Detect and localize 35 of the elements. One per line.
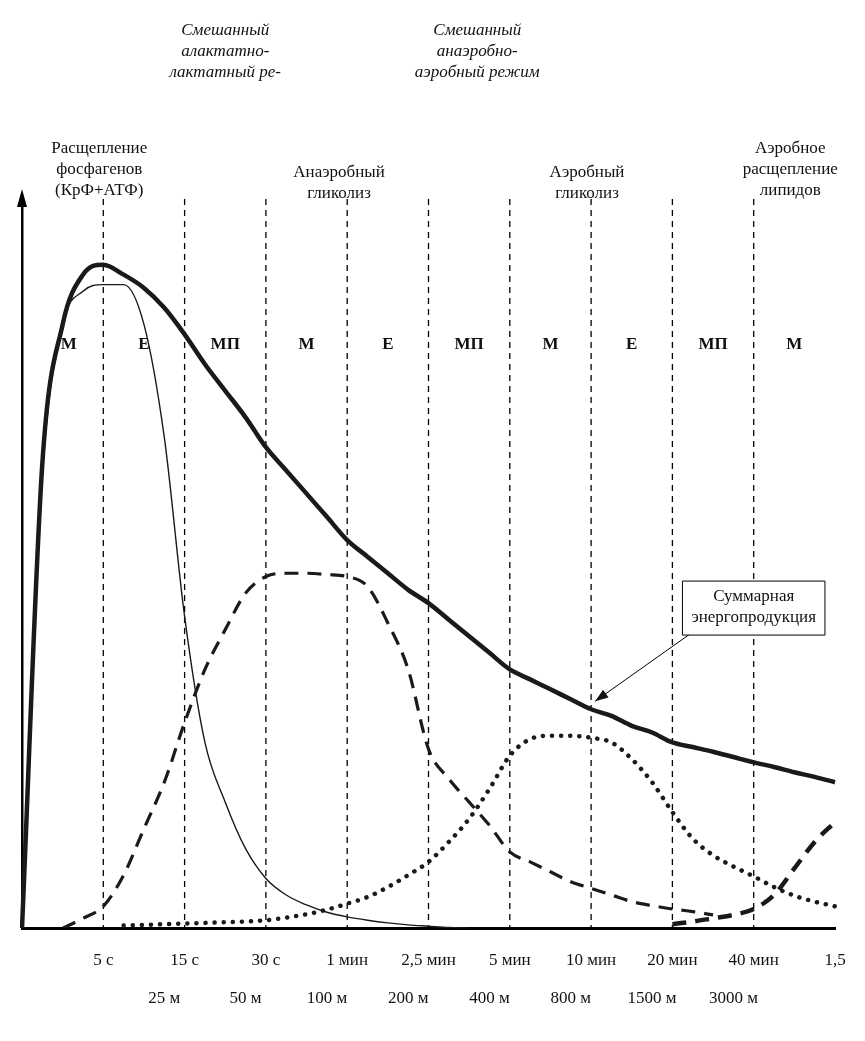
annotation: М [60, 334, 77, 354]
annotation: Суммарная энергопродукция [691, 586, 817, 627]
annotation: МП [210, 334, 240, 354]
x-tick-label: 400 м [469, 987, 510, 1007]
text: Аэробное расщепление липидов [742, 137, 838, 199]
x-tick-label: 5 мин [488, 950, 531, 970]
x-tick-label: 1500 м [627, 987, 677, 1007]
x-tick-label: 1 мин [326, 950, 369, 970]
text: Смешанный алактатно-лактатный ре- [168, 19, 282, 81]
x-tick-label: 15 с [170, 950, 200, 970]
x-tick-label: 30 с [251, 950, 281, 970]
annotation: Е [382, 334, 394, 354]
annotation: М [542, 334, 559, 354]
x-tick-label: 20 мин [647, 950, 698, 970]
text: Смешанный анаэробно-аэробный режим [414, 19, 540, 81]
x-tick-label: 40 мин [728, 950, 779, 970]
annotation: Е [138, 334, 150, 354]
x-tick-label: 200 м [387, 987, 429, 1007]
x-tick-label: 1,5 [824, 950, 846, 970]
x-tick-label: 800 м [550, 987, 592, 1007]
text: Анаэробный гликолиз [293, 161, 385, 202]
x-tick-label: 3000 м [708, 987, 759, 1007]
text: Аэробный гликолиз [549, 161, 625, 202]
annotation: МП [698, 334, 728, 354]
annotation: Е [626, 334, 638, 354]
x-tick-label: 50 м [229, 987, 262, 1007]
x-tick-label: 100 м [306, 987, 348, 1007]
x-tick-label: 5 с [93, 950, 114, 970]
annotation: М [786, 334, 803, 354]
x-tick-label: 10 мин [566, 950, 617, 970]
annotation: М [298, 334, 315, 354]
x-tick-label: 2,5 мин [401, 950, 456, 970]
text: Расщепление фосфагенов (КрФ+АТФ) [51, 137, 148, 199]
x-tick-label: 25 м [148, 987, 181, 1007]
annotation: МП [454, 334, 484, 354]
